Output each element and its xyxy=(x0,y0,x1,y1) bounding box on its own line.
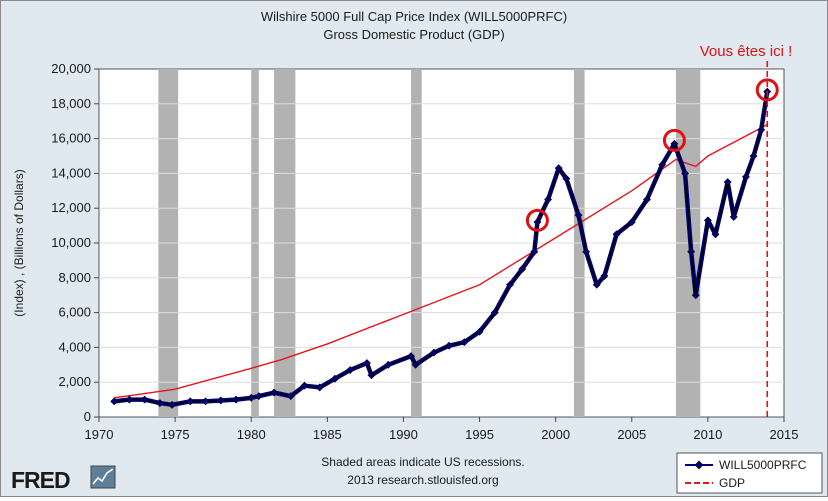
will5000prfc-point xyxy=(445,341,454,350)
y-tick-label: 4,000 xyxy=(58,339,91,354)
y-tick-label: 18,000 xyxy=(51,96,91,111)
fred-logo-text: FRED xyxy=(11,467,70,493)
x-tick-label: 2005 xyxy=(617,427,646,442)
will5000prfc-point xyxy=(411,360,420,369)
x-axis-ticks: 1970 1975 1980 1985 1990 1995 2000 2005 2010 2015 xyxy=(85,417,799,442)
here-label: Vous êtes ici ! xyxy=(700,43,793,60)
x-tick-label: 1975 xyxy=(161,427,190,442)
will5000prfc-point xyxy=(506,280,514,289)
y-tick-label: 10,000 xyxy=(51,235,91,250)
x-tick-label: 1985 xyxy=(313,427,342,442)
footnote-source: 2013 research.stlouisfed.org xyxy=(347,473,498,487)
will5000prfc-point xyxy=(554,164,563,173)
will5000prfc-point xyxy=(367,371,376,380)
y-tick-label: 8,000 xyxy=(58,270,91,285)
annotation-layer xyxy=(525,61,779,417)
will5000prfc-point xyxy=(749,152,758,160)
will5000prfc-point xyxy=(691,291,700,300)
y-tick-label: 2,000 xyxy=(58,374,91,389)
x-tick-label: 1980 xyxy=(237,427,266,442)
y-axis-label: (Index) , (Billions of Dollars) xyxy=(12,169,26,316)
y-axis-ticks: 0 2,000 4,000 6,000 8,000 10,000 12,000 14,000 1… xyxy=(51,61,99,424)
annotation-circle xyxy=(525,208,549,232)
will5000prfc-point xyxy=(600,272,609,280)
will5000prfc-point xyxy=(186,397,195,406)
will5000prfc-point xyxy=(460,338,469,347)
will5000prfc-point xyxy=(247,393,256,402)
annotation-circle xyxy=(662,128,686,152)
will5000prfc-point xyxy=(110,397,119,406)
series-layer xyxy=(110,87,772,409)
y-tick-label: 14,000 xyxy=(51,165,91,180)
will5000prfc-point xyxy=(429,348,438,357)
will5000prfc-point xyxy=(300,381,309,390)
will5000prfc-point xyxy=(757,125,766,134)
will5000prfc-point xyxy=(490,308,499,317)
will5000prfc-point xyxy=(384,360,393,369)
chart-subtitle: Gross Domestic Product (GDP) xyxy=(323,27,504,42)
will5000prfc-point xyxy=(612,230,621,239)
will5000prfc-point xyxy=(155,399,164,408)
y-tick-label: 6,000 xyxy=(58,305,91,320)
will5000prfc-point xyxy=(533,218,542,227)
fred-logo-graph-icon xyxy=(92,468,114,485)
will5000prfc-point xyxy=(729,212,738,221)
will5000prfc-point xyxy=(562,174,571,183)
will5000prfc-point xyxy=(407,352,415,361)
will5000prfc-point xyxy=(670,139,679,148)
will5000prfc-point xyxy=(286,392,295,401)
will5000prfc-point xyxy=(362,359,371,367)
annotation-circle xyxy=(755,78,779,102)
will5000prfc-point xyxy=(742,172,750,181)
will5000prfc-point xyxy=(346,366,355,374)
will5000prfc-point xyxy=(125,395,134,404)
will5000prfc-point xyxy=(574,211,583,220)
will5000prfc-point xyxy=(643,195,651,204)
x-tick-label: 1990 xyxy=(389,427,418,442)
legend-box xyxy=(676,452,823,494)
will5000prfc-point xyxy=(592,280,601,289)
will5000prfc-point xyxy=(544,195,552,204)
x-tick-label: 2010 xyxy=(693,427,722,442)
will5000prfc-point xyxy=(254,392,263,401)
x-tick-label: 1995 xyxy=(465,427,494,442)
series-line-gdp xyxy=(114,124,768,399)
chart-title: Wilshire 5000 Full Cap Price Index (WILL… xyxy=(261,9,567,24)
will5000prfc-point xyxy=(687,247,696,256)
will5000prfc-point xyxy=(315,383,324,392)
will5000prfc-point xyxy=(201,397,210,406)
legend-marker-will5000prfc xyxy=(694,460,704,470)
will5000prfc-point xyxy=(270,388,278,397)
x-tick-label: 2015 xyxy=(770,427,799,442)
will5000prfc-point xyxy=(518,265,527,274)
will5000prfc-point xyxy=(582,247,591,256)
x-tick-label: 1970 xyxy=(85,427,114,442)
y-tick-label: 16,000 xyxy=(51,131,91,146)
will5000prfc-point xyxy=(658,160,667,169)
y-tick-label: 0 xyxy=(84,409,91,424)
will5000prfc-point xyxy=(723,178,732,187)
will5000prfc-point xyxy=(232,395,240,404)
will5000prfc-point xyxy=(140,395,149,404)
will5000prfc-point xyxy=(627,218,636,227)
will5000prfc-point xyxy=(331,374,339,383)
will5000prfc-point xyxy=(216,396,225,405)
will5000prfc-point xyxy=(168,400,176,409)
x-tick-label: 2000 xyxy=(541,427,570,442)
y-tick-label: 12,000 xyxy=(51,200,91,215)
will5000prfc-point xyxy=(530,247,539,256)
will5000prfc-point xyxy=(703,216,712,225)
legend-label-will5000prfc: WILL5000PRFC xyxy=(719,458,807,472)
y-tick-label: 20,000 xyxy=(51,61,91,76)
fred-logo: FRED xyxy=(11,465,116,493)
will5000prfc-point xyxy=(711,230,720,239)
will5000prfc-point xyxy=(681,169,689,178)
will5000prfc-point xyxy=(475,327,484,336)
legend: WILL5000PRFC GDP xyxy=(676,452,823,494)
legend-label-gdp: GDP xyxy=(719,476,745,490)
footnote-recessions: Shaded areas indicate US recessions. xyxy=(321,455,524,469)
